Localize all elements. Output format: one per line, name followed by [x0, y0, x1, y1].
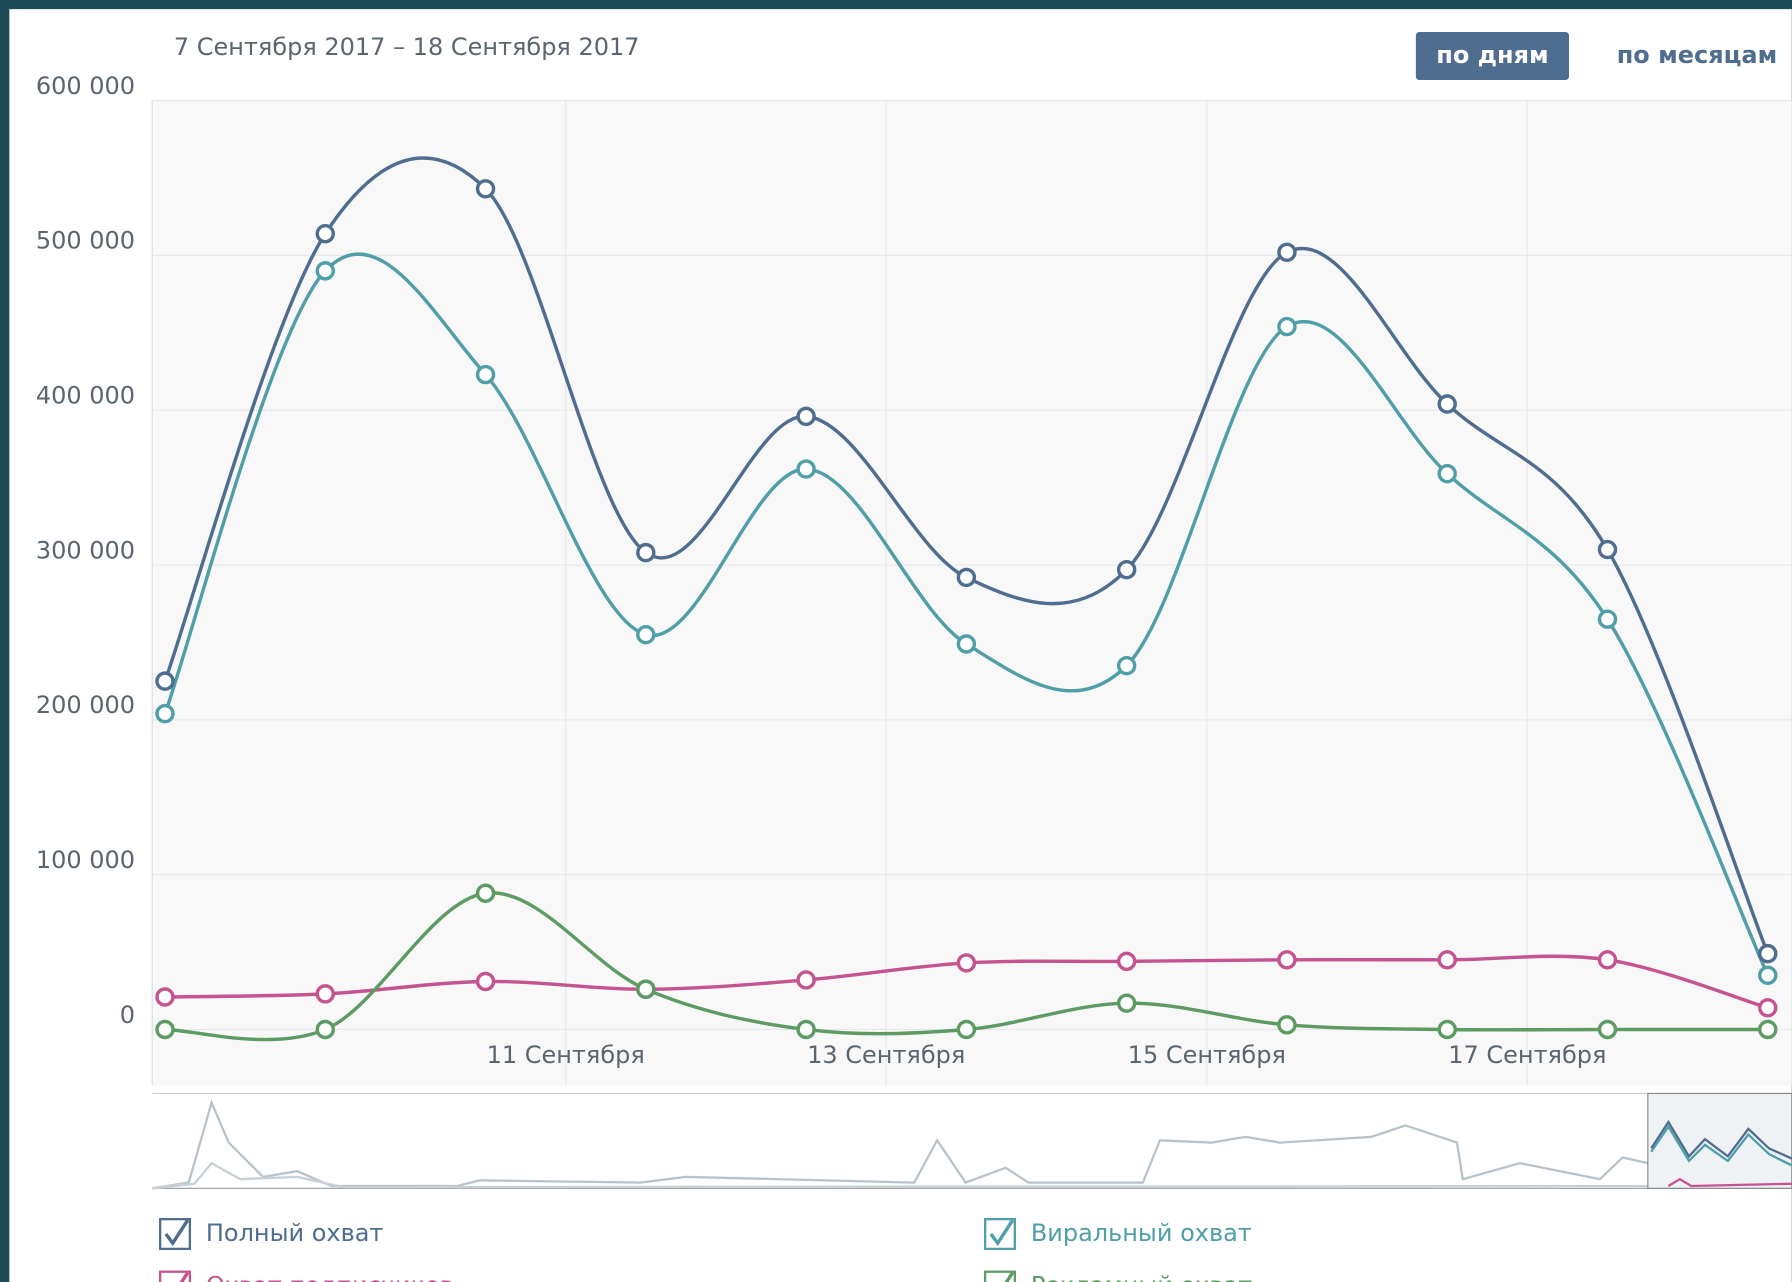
x-tick-label: 15 Сентября — [1128, 1041, 1286, 1069]
data-point — [956, 634, 977, 654]
y-tick-label: 100 000 — [36, 846, 135, 874]
data-point — [1597, 950, 1618, 970]
day-button[interactable] — [1415, 31, 1569, 80]
data-point — [475, 179, 496, 199]
data-point — [155, 1019, 175, 1040]
data-point — [636, 624, 656, 645]
data-point — [1437, 1019, 1457, 1040]
date-range: 7 Сентября 2017 – 18 Сентября 2017 — [174, 33, 640, 61]
data-point — [475, 883, 496, 903]
data-point — [315, 261, 335, 281]
data-point — [1758, 1019, 1778, 1040]
data-point — [1758, 943, 1778, 964]
y-tick-label: 200 000 — [36, 691, 135, 719]
data-point — [1597, 1019, 1618, 1040]
plot-area — [152, 100, 1792, 1086]
legend-label: Полный охват — [206, 1219, 384, 1247]
legend-checkbox[interactable] — [983, 1270, 1016, 1282]
data-point — [1116, 993, 1137, 1013]
legend-check — [1004, 1271, 1014, 1282]
x-tick-label: 17 Сентября — [1448, 1041, 1606, 1069]
data-point — [1437, 463, 1457, 484]
data-point — [1277, 1015, 1297, 1035]
legend-label: Рекламный охват — [1031, 1272, 1252, 1282]
data-point — [1758, 965, 1778, 986]
data-point — [315, 223, 335, 244]
navigator-line — [1650, 1124, 1792, 1167]
data-point — [1277, 950, 1297, 970]
navigator-window[interactable] — [1647, 1092, 1792, 1189]
legend-checkbox[interactable] — [159, 1270, 192, 1282]
navigator-line — [152, 1161, 1648, 1190]
legend-label: Виральный охват — [1031, 1219, 1252, 1247]
data-point — [956, 1019, 977, 1040]
data-point — [796, 1019, 816, 1040]
data-point — [1116, 559, 1137, 580]
data-point — [1758, 998, 1778, 1018]
data-point — [1116, 655, 1137, 676]
y-tick-label: 400 000 — [36, 381, 135, 409]
y-tick-label: 300 000 — [36, 536, 135, 564]
x-tick-label: 11 Сентября — [487, 1041, 645, 1069]
navigator-line — [151, 1099, 1649, 1190]
navigator-line — [1650, 1119, 1792, 1160]
data-point — [155, 703, 175, 724]
legend-label: Охват подписчиков — [206, 1272, 454, 1282]
data-point — [956, 953, 977, 973]
legend-check — [989, 1219, 1014, 1247]
legend-check — [179, 1271, 190, 1282]
data-point — [1437, 394, 1457, 414]
y-tick-label: 500 000 — [36, 227, 135, 255]
data-point — [636, 979, 656, 999]
data-point — [1116, 951, 1137, 972]
data-point — [475, 971, 496, 992]
data-point — [315, 984, 335, 1004]
data-point — [1597, 609, 1618, 629]
y-tick-label: 0 — [120, 1001, 135, 1029]
navigator — [151, 1092, 1792, 1190]
legend-check — [164, 1219, 190, 1247]
data-point — [1277, 316, 1297, 337]
data-point — [315, 1019, 335, 1040]
data-point — [1597, 539, 1618, 560]
navigator-line — [1667, 1177, 1792, 1188]
legend-checkbox[interactable] — [983, 1218, 1016, 1251]
data-point — [155, 671, 175, 691]
data-point — [155, 987, 175, 1007]
series-line — [163, 252, 1770, 977]
series-line — [163, 156, 1770, 955]
y-tick-label: 600 000 — [36, 72, 135, 100]
data-point — [796, 406, 816, 427]
series-line — [164, 891, 1768, 1042]
data-point — [1277, 242, 1297, 262]
x-tick-label: 13 Сентября — [807, 1041, 965, 1069]
data-point — [796, 970, 816, 990]
data-point — [636, 542, 656, 563]
data-point — [475, 364, 496, 385]
month-button-label[interactable]: по месяцам — [1617, 41, 1777, 69]
data-point — [1437, 950, 1457, 970]
data-point — [956, 567, 977, 588]
data-point — [796, 459, 816, 479]
day-button-label[interactable]: по дням — [1436, 41, 1548, 69]
